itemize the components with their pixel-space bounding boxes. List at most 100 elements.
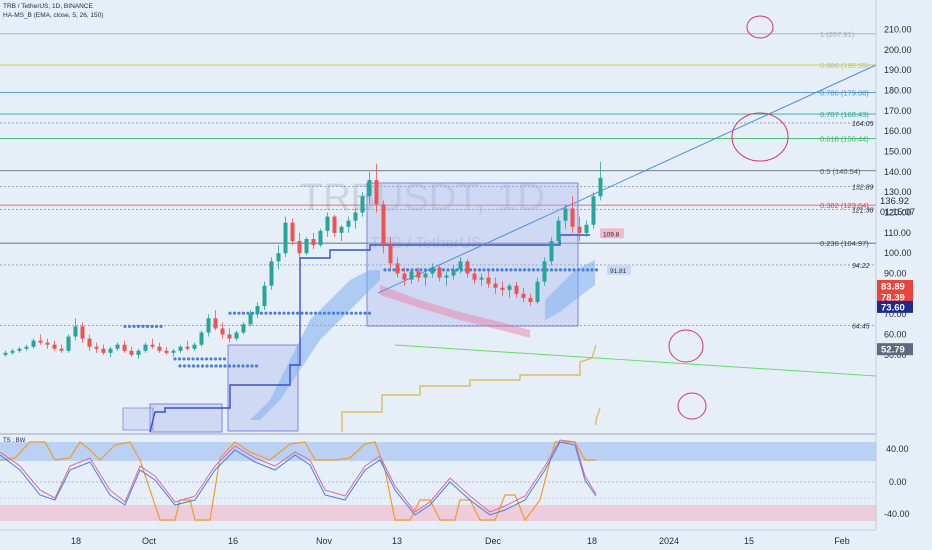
price-badge-label: 73.60	[881, 302, 905, 313]
candle-body	[304, 238, 309, 254]
marker-label-bg	[600, 228, 624, 239]
candle-body	[542, 261, 547, 282]
marker-label-bg	[607, 264, 631, 275]
candle-body	[332, 216, 337, 233]
signal-dot	[576, 268, 581, 272]
y-tick-label: 60.00	[884, 330, 907, 340]
signal-dot	[191, 357, 195, 361]
annotation-circles	[668, 15, 789, 420]
candle-body	[17, 348, 22, 351]
candle-body	[535, 281, 540, 302]
signal-dot	[504, 268, 509, 272]
range-box-large	[366, 182, 579, 327]
signal-dot	[513, 268, 518, 272]
signal-dot	[264, 311, 268, 315]
signal-dot	[309, 311, 313, 315]
signal-dot	[200, 364, 205, 368]
signal-dot	[531, 268, 536, 272]
candle-body	[157, 346, 162, 351]
candle-body	[528, 297, 533, 302]
osc-tick-label: 0.00	[889, 477, 907, 487]
candle-body	[3, 352, 8, 355]
ms-step-line	[149, 234, 590, 433]
marker-labels: 109.8 91.81	[600, 228, 631, 275]
signal-dot	[295, 311, 300, 315]
candle-body	[164, 350, 169, 353]
price-badge-bg	[877, 343, 913, 356]
x-tick-label: Dec	[485, 536, 502, 546]
candle-body	[416, 271, 421, 278]
price-axis[interactable]: 210.00 200.00 190.00 180.00 170.00 160.00 150.…	[875, 0, 932, 530]
candle-body	[325, 216, 330, 231]
candle-body	[598, 177, 603, 197]
signal-dot	[232, 364, 236, 368]
candle-body	[493, 283, 498, 288]
signal-dot	[145, 324, 150, 328]
fib-label: 0.707 (168.43)	[820, 110, 869, 119]
candle-body	[115, 344, 120, 349]
y-tick-label: 110.00	[884, 228, 911, 238]
signal-dot	[204, 357, 209, 361]
candle-body	[409, 271, 414, 280]
signal-dot	[327, 311, 331, 315]
candle-body	[31, 340, 36, 347]
fib-label: 0.618 (156.44)	[820, 134, 869, 143]
price-badge-bg	[877, 291, 913, 304]
signal-dot	[392, 268, 396, 272]
candle-body	[24, 346, 29, 349]
signal-dot	[132, 324, 136, 328]
osc-tick-label: -40.00	[884, 509, 910, 519]
candle-body	[486, 277, 491, 284]
osc-tick-label: 40.00	[886, 444, 909, 454]
signal-dot	[236, 364, 241, 368]
current-price: 136.92	[880, 196, 909, 207]
candle-body	[500, 287, 505, 290]
candle-body	[514, 285, 519, 294]
pink-ribbon	[380, 285, 530, 338]
candle-body	[171, 350, 176, 353]
y-tick-label: 70.00	[884, 309, 907, 319]
fib-label: 0.886 (192.55)	[820, 61, 869, 70]
signal-dot	[246, 311, 250, 315]
signal-dot	[282, 311, 286, 315]
symbol-title[interactable]: TRB / TetherUS, 1D, BINANCE	[3, 3, 93, 10]
signal-dot	[590, 268, 594, 272]
indicator-title[interactable]: HA-MS_B (EMA, close, 5, 26, 150)	[3, 12, 104, 19]
time-axis[interactable]: 18 Oct 16 Nov 13 Dec 18 2024 15 Feb	[0, 529, 932, 550]
signal-dot	[213, 357, 218, 361]
signal-dot	[291, 311, 295, 315]
signal-dot	[468, 268, 473, 272]
candle-body	[570, 208, 575, 227]
trendline-support	[394, 344, 877, 377]
candle-body	[472, 273, 477, 280]
signal-dot	[410, 268, 414, 272]
candle-body	[234, 332, 239, 339]
y-tick-label: 210.00	[884, 25, 912, 35]
oscillator-label: TS : BW	[3, 438, 26, 444]
candle-body	[269, 261, 274, 286]
signal-dot	[419, 268, 423, 272]
candle-body	[339, 226, 344, 233]
x-tick-label: 16	[228, 536, 238, 546]
candle-body	[108, 348, 113, 353]
x-tick-label: Feb	[834, 536, 850, 546]
candle-body	[430, 267, 435, 274]
signal-dot	[241, 364, 245, 368]
y-tick-label: 120.00	[884, 208, 912, 218]
candle-body	[367, 180, 372, 197]
y-tick-label: 130.00	[884, 187, 912, 197]
signal-dot	[196, 364, 200, 368]
signal-dot	[150, 324, 154, 328]
signal-dot	[563, 268, 567, 272]
signal-dot	[214, 364, 218, 368]
trendline-rising	[377, 64, 877, 294]
ema-band	[250, 270, 380, 420]
signal-dot	[228, 311, 232, 315]
candle-body	[465, 261, 470, 274]
candle-body	[479, 277, 484, 280]
candle-body	[73, 326, 78, 337]
y-tick-label: 200.00	[884, 45, 912, 55]
signal-dot	[363, 311, 367, 315]
osc-lower-zone	[0, 505, 876, 521]
